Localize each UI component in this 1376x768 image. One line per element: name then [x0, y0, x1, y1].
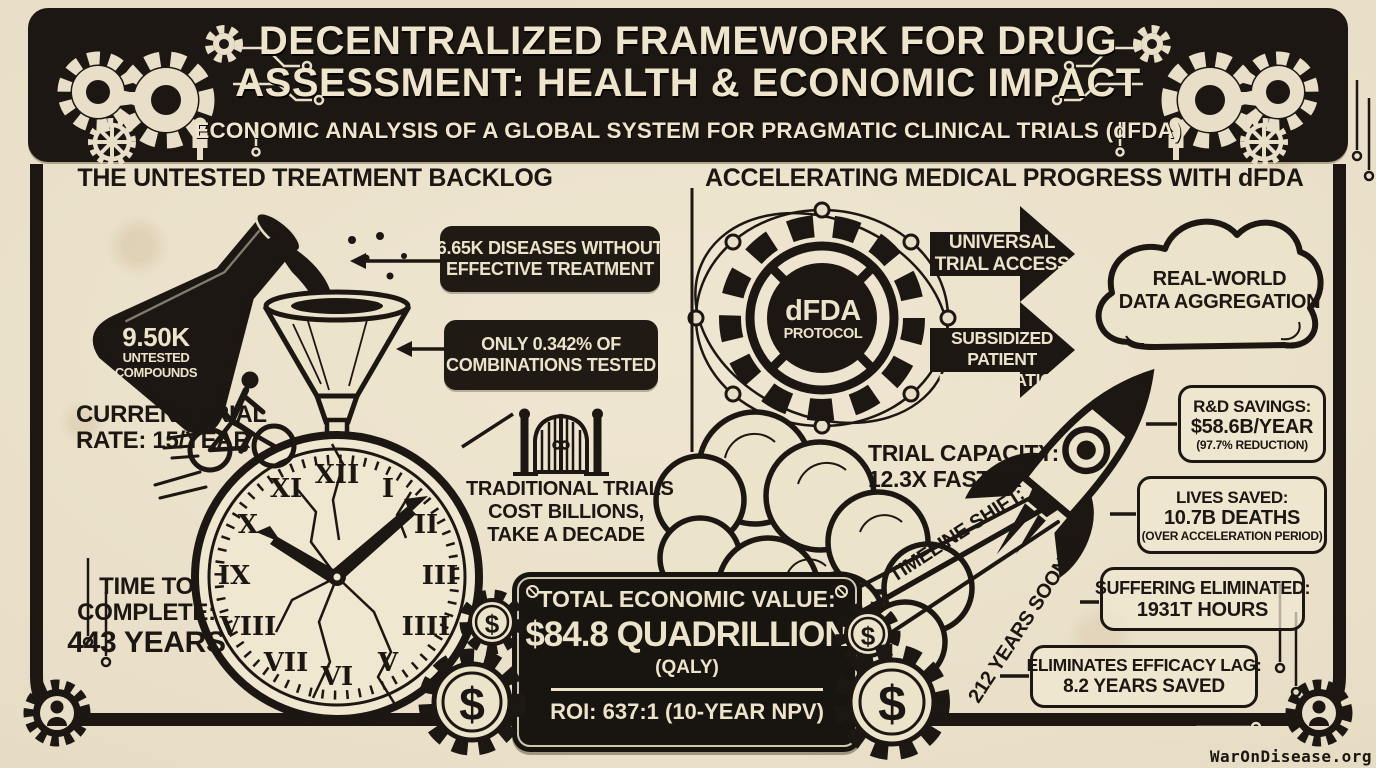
- arrow-label-subsidized: SUBSIDIZED PATIENT PARTICIPATION: [938, 328, 1066, 390]
- dollar-gears: $ $ $ $: [418, 589, 950, 760]
- svg-text:VI: VI: [320, 662, 353, 692]
- stat-rd-savings: R&D SAVINGS: $58.6B/YEAR (97.7% REDUCTIO…: [1178, 385, 1326, 463]
- svg-text:III: III: [422, 561, 459, 591]
- circuit-trace-icon: [1130, 721, 1262, 743]
- time-to-complete: TIME TO COMPLETE: 443 YEARS: [64, 574, 229, 660]
- total-value: $84.8 QUADRILLION: [525, 615, 849, 654]
- svg-text:X: X: [238, 510, 259, 540]
- svg-text:VII: VII: [263, 648, 309, 678]
- backlog-illustration: XII I II III IIII V VI VII VIII IX X XI: [92, 211, 609, 725]
- left-section-title: THE UNTESTED TREATMENT BACKLOG: [77, 164, 553, 192]
- page-title-line2: ASSESSMENT: HEALTH & ECONOMIC IMPACT: [235, 61, 1141, 105]
- cracked-clock-icon: XII I II III IIII V VI VII VIII IX X XI: [191, 431, 483, 725]
- dollar-gear-icon: $: [459, 589, 525, 655]
- cloud-label: REAL-WORLD DATA AGGREGATION: [1118, 268, 1321, 313]
- svg-text:VIII: VIII: [219, 612, 277, 642]
- page-title-line1: DECENTRALIZED FRAMEWORK FOR DRUG: [258, 19, 1118, 63]
- dollar-gear-icon: $: [834, 644, 950, 760]
- stat-lives-saved: LIVES SAVED: 10.7B DEATHS (OVER ACCELERA…: [1137, 476, 1327, 554]
- svg-text:$: $: [861, 621, 876, 651]
- screw-icon: [835, 585, 848, 598]
- svg-text:IX: IX: [218, 561, 251, 591]
- total-label: TOTAL ECONOMIC VALUE:: [538, 586, 836, 612]
- svg-text:$: $: [459, 678, 485, 730]
- website-link: WarOnDisease.org: [1209, 747, 1372, 766]
- svg-text:XI: XI: [270, 474, 302, 504]
- screw-icon: [526, 585, 539, 598]
- svg-text:II: II: [414, 510, 438, 540]
- arrow-right-icon: [930, 206, 1075, 302]
- gate-icon: [513, 408, 609, 476]
- svg-text:$: $: [878, 676, 906, 732]
- right-section-title: ACCELERATING MEDICAL PROGRESS WITH dFDA: [705, 164, 1304, 192]
- plaque-divider: [551, 688, 823, 691]
- stat-efficacy-lag: ELIMINATES EFFICACY LAG: 8.2 YEARS SAVED: [1027, 645, 1262, 708]
- callout-combinations: ONLY 0.342% OF COMBINATIONS TESTED: [444, 320, 658, 390]
- page-subtitle: ECONOMIC ANALYSIS OF A GLOBAL SYSTEM FOR…: [194, 118, 1182, 143]
- total-unit: (QALY): [655, 657, 719, 678]
- cyclist-icon: [153, 371, 297, 500]
- roi-value: ROI: 637:1 (10-YEAR NPV): [550, 699, 824, 724]
- rocket-icon: [965, 368, 1155, 578]
- crack-lines: [274, 443, 413, 707]
- trial-rate-label: CURRENT TRIAL RATE: 15/YEAR: [76, 401, 267, 454]
- dfda-gear-label: dFDA PROTOCOL: [783, 295, 863, 342]
- person-gear-medallion-icon: [23, 679, 91, 747]
- trial-capacity-label: TRIAL CAPACITY: 12.3X FASTER: [868, 440, 1059, 492]
- dollar-gear-icon: $: [835, 601, 901, 667]
- arrow-label-universal: UNIVERSAL TRIAL ACCESS: [934, 232, 1070, 275]
- svg-text:I: I: [382, 474, 394, 504]
- flask-value: 9.50K: [122, 322, 190, 352]
- dollar-gear-icon: $: [418, 648, 526, 756]
- flask-label: 9.50K UNTESTED COMPOUNDS: [100, 324, 212, 380]
- person-gear-medallion-icon: [1285, 679, 1353, 747]
- gate-note: TRADITIONAL TRIALS COST BILLIONS, TAKE A…: [466, 478, 674, 546]
- svg-text:IIII: IIII: [402, 612, 451, 642]
- callout-diseases: 6.65K DISEASES WITHOUT EFFECTIVE TREATME…: [437, 226, 664, 292]
- total-economic-value-plaque: TOTAL ECONOMIC VALUE: $84.8 QUADRILLION …: [512, 572, 862, 752]
- time-to-complete-value: 443 YEARS: [67, 626, 226, 659]
- stat-suffering-eliminated: SUFFERING ELIMINATED: 1931T HOURS: [1095, 567, 1311, 631]
- clock-hands: [256, 496, 428, 586]
- arrow-right-icon: [930, 302, 1075, 398]
- cloud-icon: [1095, 218, 1324, 350]
- svg-text:$: $: [485, 609, 500, 639]
